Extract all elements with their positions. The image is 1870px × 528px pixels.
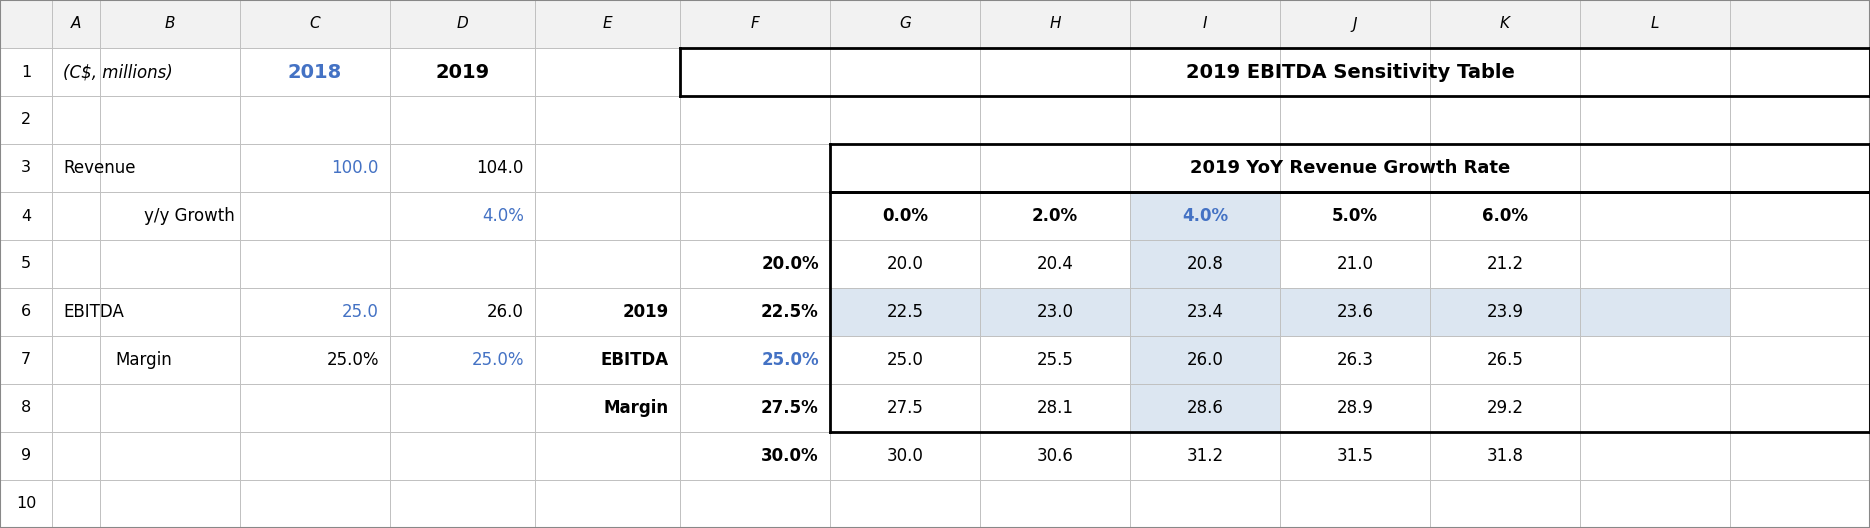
Text: 25.0%: 25.0% (325, 351, 380, 369)
Text: 28.9: 28.9 (1337, 399, 1373, 417)
Text: D: D (456, 16, 468, 32)
Bar (830, 288, 1730, 336)
Text: 0.0%: 0.0% (883, 207, 928, 225)
Text: 20.4: 20.4 (1036, 255, 1073, 273)
Text: L: L (1651, 16, 1659, 32)
Text: y/y Growth: y/y Growth (144, 207, 234, 225)
Text: Revenue: Revenue (64, 159, 137, 177)
Text: 26.3: 26.3 (1337, 351, 1373, 369)
Text: 25.0%: 25.0% (761, 351, 819, 369)
Text: Margin: Margin (604, 399, 669, 417)
Text: 2.0%: 2.0% (1032, 207, 1079, 225)
Text: 23.6: 23.6 (1337, 303, 1373, 321)
Text: 7: 7 (21, 353, 32, 367)
Text: 2019: 2019 (436, 62, 490, 81)
Bar (1129, 192, 1279, 432)
Text: 29.2: 29.2 (1487, 399, 1524, 417)
Text: 23.0: 23.0 (1036, 303, 1073, 321)
Text: K: K (1500, 16, 1509, 32)
Text: 31.8: 31.8 (1487, 447, 1524, 465)
Text: 2018: 2018 (288, 62, 342, 81)
Text: 2019 EBITDA Sensitivity Table: 2019 EBITDA Sensitivity Table (1186, 62, 1515, 81)
Text: 4.0%: 4.0% (482, 207, 524, 225)
Text: A: A (71, 16, 80, 32)
Text: 4.0%: 4.0% (1182, 207, 1229, 225)
Text: 9: 9 (21, 448, 32, 464)
Text: 25.0: 25.0 (886, 351, 924, 369)
Text: 27.5: 27.5 (886, 399, 924, 417)
Text: H: H (1049, 16, 1060, 32)
Text: G: G (899, 16, 911, 32)
Text: 6: 6 (21, 305, 32, 319)
Text: 27.5%: 27.5% (761, 399, 819, 417)
Text: 30.0: 30.0 (886, 447, 924, 465)
Text: 3: 3 (21, 161, 32, 175)
Text: 31.2: 31.2 (1186, 447, 1223, 465)
Text: 104.0: 104.0 (477, 159, 524, 177)
Text: 26.5: 26.5 (1487, 351, 1524, 369)
Text: 23.9: 23.9 (1487, 303, 1524, 321)
Text: E: E (602, 16, 611, 32)
Text: 21.2: 21.2 (1487, 255, 1524, 273)
Text: 2019 YoY Revenue Growth Rate: 2019 YoY Revenue Growth Rate (1189, 159, 1511, 177)
Text: 5: 5 (21, 257, 32, 271)
Text: C: C (310, 16, 320, 32)
Text: 25.0%: 25.0% (471, 351, 524, 369)
Text: 22.5: 22.5 (886, 303, 924, 321)
Text: 5.0%: 5.0% (1331, 207, 1378, 225)
Text: 2: 2 (21, 112, 32, 127)
Text: 30.0%: 30.0% (761, 447, 819, 465)
Text: (C$, millions): (C$, millions) (64, 63, 172, 81)
Text: 31.5: 31.5 (1337, 447, 1373, 465)
Text: 25.0: 25.0 (342, 303, 380, 321)
Bar (0, 0, 1870, 48)
Text: 20.0: 20.0 (886, 255, 924, 273)
Text: 20.0%: 20.0% (761, 255, 819, 273)
Text: 28.1: 28.1 (1036, 399, 1073, 417)
Text: 26.0: 26.0 (486, 303, 524, 321)
Text: I: I (1202, 16, 1208, 32)
Text: B: B (165, 16, 176, 32)
Text: 8: 8 (21, 401, 32, 416)
Text: EBITDA: EBITDA (600, 351, 669, 369)
Text: 100.0: 100.0 (331, 159, 380, 177)
Text: 20.8: 20.8 (1187, 255, 1223, 273)
Text: 25.5: 25.5 (1036, 351, 1073, 369)
Text: 23.4: 23.4 (1186, 303, 1223, 321)
Text: 22.5%: 22.5% (761, 303, 819, 321)
Text: 4: 4 (21, 209, 32, 223)
Text: 1: 1 (21, 64, 32, 80)
Text: EBITDA: EBITDA (64, 303, 123, 321)
Text: 26.0: 26.0 (1187, 351, 1223, 369)
Text: J: J (1352, 16, 1358, 32)
Text: 28.6: 28.6 (1187, 399, 1223, 417)
Text: Margin: Margin (114, 351, 172, 369)
Text: 21.0: 21.0 (1337, 255, 1373, 273)
Text: F: F (750, 16, 759, 32)
Text: 10: 10 (15, 496, 36, 512)
Text: 2019: 2019 (623, 303, 669, 321)
Text: 6.0%: 6.0% (1483, 207, 1528, 225)
Text: 30.6: 30.6 (1036, 447, 1073, 465)
